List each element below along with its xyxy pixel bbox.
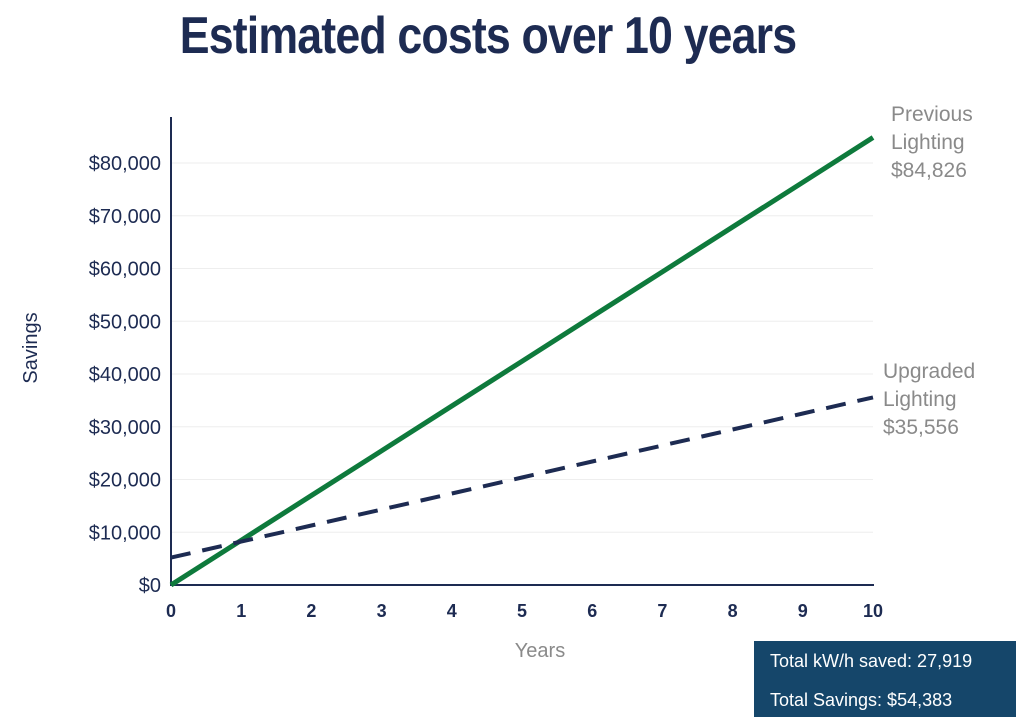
y-tick-label: $30,000	[89, 417, 161, 439]
series-label-line: $35,556	[883, 416, 959, 439]
x-tick-label: 6	[587, 601, 597, 621]
y-tick-label: $40,000	[89, 364, 161, 386]
summary-box: Total kW/h saved: 27,919 Total Savings: …	[754, 641, 1016, 717]
series-line-1	[169, 135, 875, 588]
x-tick-labels: 0 1 2 3 4 5 6 7 8 9 10	[166, 601, 883, 621]
x-tick-label: 3	[377, 601, 387, 621]
x-tick-label: 2	[306, 601, 316, 621]
series-labels: Previous Lighting $84,826 Upgraded Lighting $…	[883, 103, 975, 439]
series-label-line: Upgraded	[883, 360, 975, 383]
total-kwh-saved: Total kW/h saved: 27,919	[770, 651, 973, 671]
series-label-line: Lighting	[883, 388, 957, 411]
x-tick-label: 9	[798, 601, 808, 621]
y-tick-label: $10,000	[89, 522, 161, 544]
series-lines	[169, 135, 875, 588]
y-tick-label: $80,000	[89, 153, 161, 175]
y-tick-label: $20,000	[89, 470, 161, 492]
series-label-line: Previous	[891, 103, 973, 126]
x-tick-label: 4	[447, 601, 457, 621]
x-tick-label: 0	[166, 601, 176, 621]
y-tick-label: $70,000	[89, 206, 161, 228]
series-label-line: $84,826	[891, 159, 967, 182]
series-line-2	[170, 395, 874, 560]
y-tick-label: $50,000	[89, 311, 161, 333]
total-savings: Total Savings: $54,383	[770, 690, 953, 710]
y-tick-labels: $0 $10,000 $20,000 $30,000 $40,000 $50,000 $60…	[89, 153, 161, 597]
chart-title: Estimated costs over 10 years	[179, 7, 797, 65]
x-tick-label: 5	[517, 601, 527, 621]
x-tick-label: 8	[728, 601, 738, 621]
x-axis-label: Years	[515, 640, 565, 662]
x-tick-label: 7	[657, 601, 667, 621]
x-tick-label: 10	[863, 601, 883, 621]
y-axis-label: Savings	[20, 312, 42, 383]
x-tick-label: 1	[236, 601, 246, 621]
y-tick-label: $0	[139, 575, 161, 597]
series-label-line: Lighting	[891, 131, 965, 154]
axes	[170, 117, 874, 586]
y-tick-label: $60,000	[89, 259, 161, 281]
